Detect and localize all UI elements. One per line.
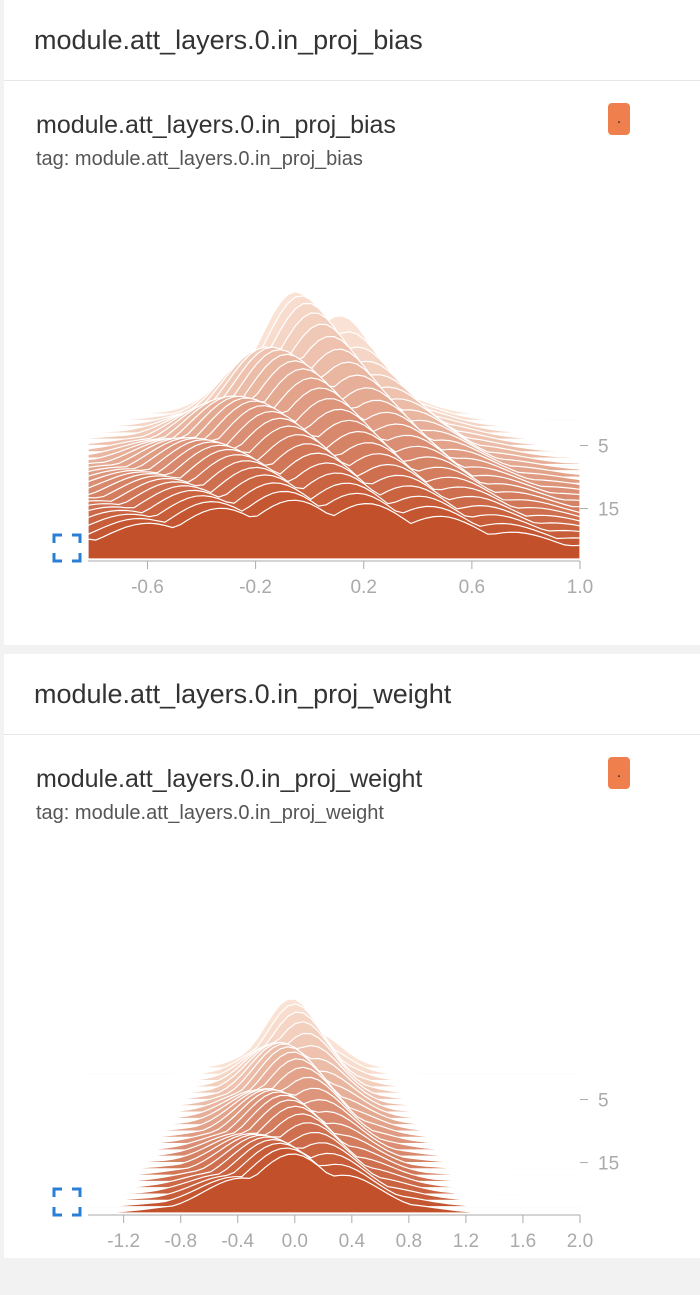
x-tick-label: 1.2 — [453, 1231, 479, 1252]
histogram-card: module.att_layers.0.in_proj_weight tag: … — [4, 735, 700, 1295]
histogram-section-weight: module.att_layers.0.in_proj_weight modul… — [4, 654, 700, 1258]
fullscreen-icon[interactable] — [52, 533, 82, 563]
histogram-ridge — [87, 1046, 581, 1113]
histogram-chart: -1.2 -0.8 -0.4 0.0 0.4 0.8 1.2 1.6 2.0 5 15 — [87, 998, 619, 1252]
ridge-group: -1.2 -0.8 -0.4 0.0 0.4 0.8 1.2 1.6 2.0 5 15 — [87, 998, 619, 1252]
card-title: module.att_layers.0.in_proj_weight — [36, 765, 423, 793]
histogram-ridge — [87, 499, 581, 560]
histogram-ridge — [87, 1153, 580, 1214]
card-tag: tag: module.att_layers.0.in_proj_bias — [36, 148, 363, 170]
x-tick-label: 0.8 — [396, 1231, 422, 1252]
x-tick-label: 0.0 — [282, 1231, 308, 1252]
x-tick-label: -0.8 — [164, 1231, 197, 1252]
x-tick-label: -0.2 — [239, 577, 272, 598]
y-tick-label: 5 — [598, 1091, 609, 1112]
card-title: module.att_layers.0.in_proj_bias — [36, 111, 396, 139]
run-color-badge[interactable]: . — [608, 103, 630, 135]
x-tick-label: -0.6 — [131, 577, 164, 598]
x-tick-label: 1.0 — [567, 577, 593, 598]
section-header[interactable]: module.att_layers.0.in_proj_bias — [4, 0, 700, 81]
histogram-ridge — [87, 1051, 581, 1120]
x-tick-label: -0.4 — [221, 1231, 254, 1252]
histogram-card: module.att_layers.0.in_proj_bias tag: mo… — [4, 81, 700, 641]
card-tag: tag: module.att_layers.0.in_proj_weight — [36, 802, 384, 824]
x-tick-label: 2.0 — [567, 1231, 593, 1252]
fullscreen-icon[interactable] — [52, 1187, 82, 1217]
y-tick-label: 5 — [598, 437, 609, 458]
y-tick-label: 15 — [598, 500, 619, 521]
y-tick-label: 15 — [598, 1154, 619, 1175]
x-tick-label: 0.6 — [459, 577, 485, 598]
x-tick-label: 0.4 — [339, 1231, 366, 1252]
histogram-chart: -0.6 -0.2 0.2 0.6 1.0 5 15 — [87, 290, 619, 598]
x-tick-label: 0.2 — [351, 577, 377, 598]
x-tick-label: -1.2 — [107, 1231, 140, 1252]
histogram-section-bias: module.att_layers.0.in_proj_bias module.… — [4, 0, 700, 645]
section-header[interactable]: module.att_layers.0.in_proj_weight — [4, 654, 700, 735]
run-color-badge[interactable]: . — [608, 757, 630, 789]
histogram-ridge — [87, 1099, 581, 1164]
x-tick-label: 1.6 — [510, 1231, 536, 1252]
ridge-group: -0.6 -0.2 0.2 0.6 1.0 5 15 — [87, 290, 619, 598]
